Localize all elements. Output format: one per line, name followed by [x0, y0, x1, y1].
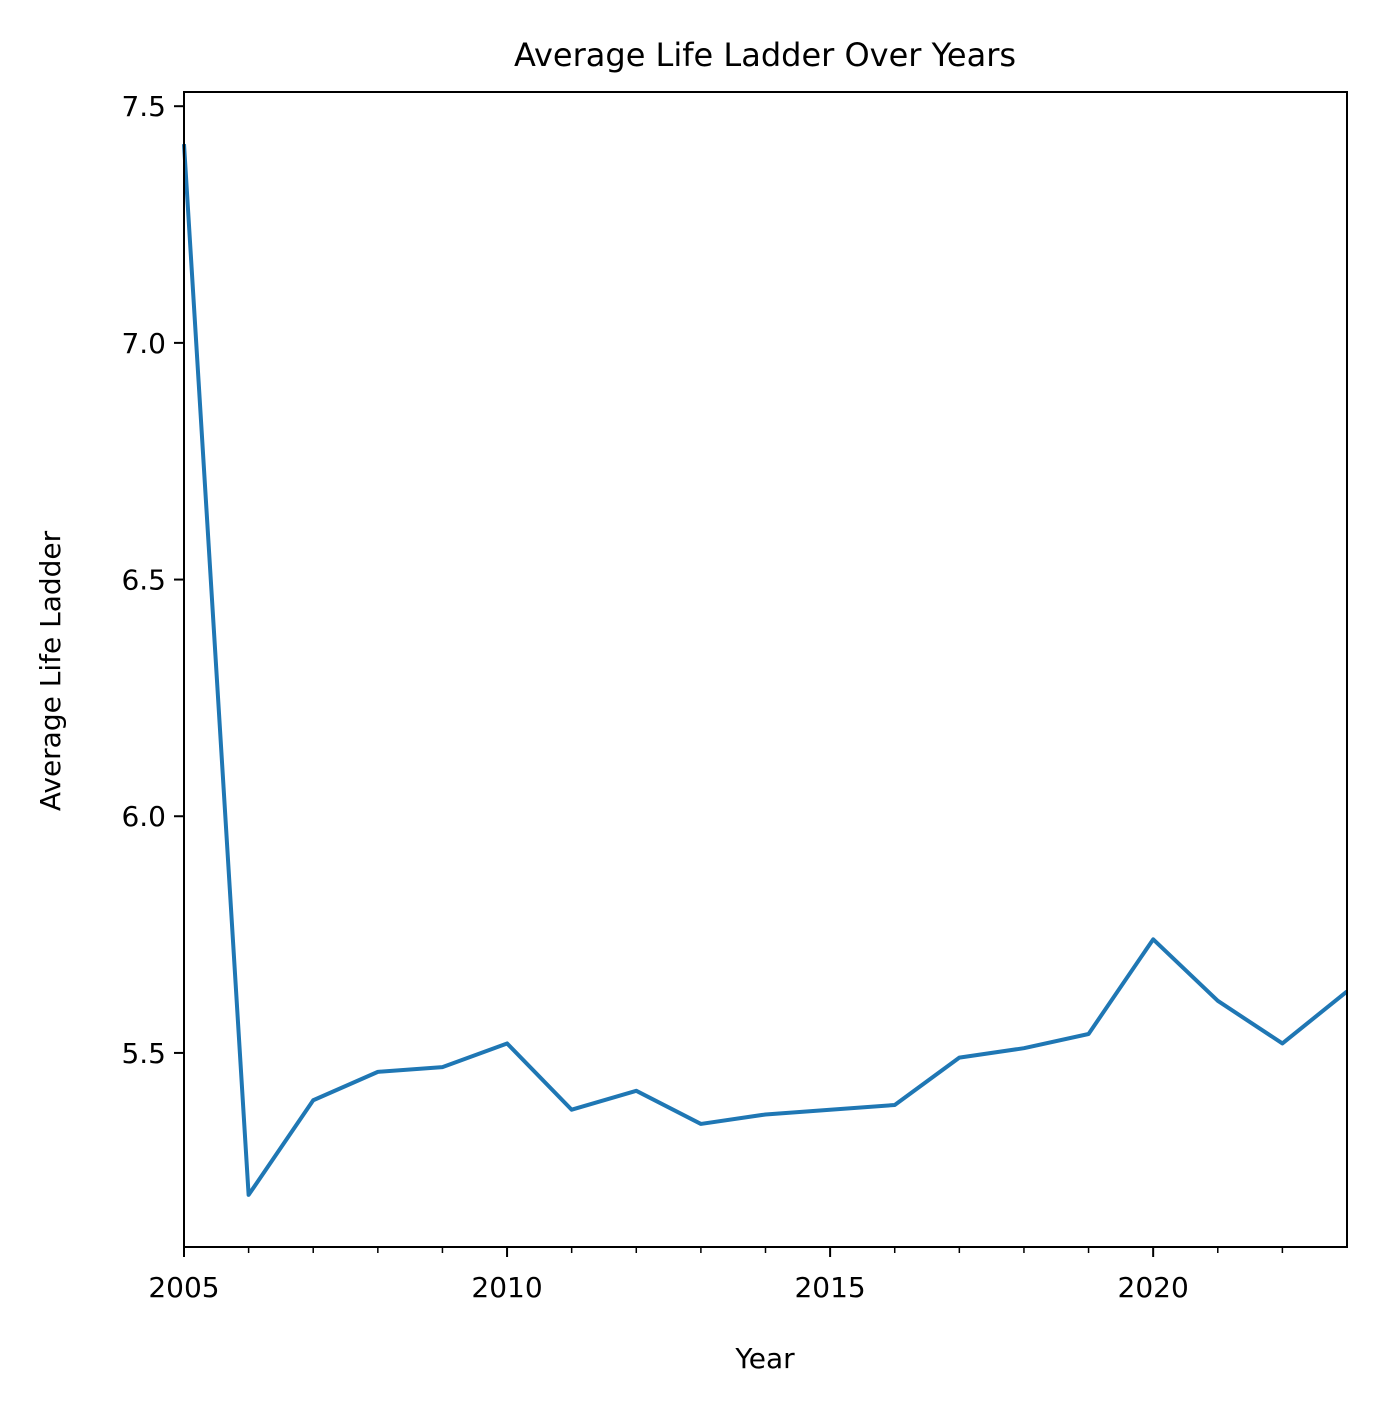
data-point — [376, 1070, 380, 1074]
data-point — [505, 1041, 509, 1045]
data-point — [1087, 1032, 1091, 1036]
data-point — [1216, 999, 1220, 1003]
data-point — [570, 1108, 574, 1112]
data-point — [247, 1193, 251, 1197]
y-axis: 5.5 6.0 6.5 7.0 7.5 — [121, 90, 184, 1070]
plot-area — [182, 91, 1349, 1248]
data-point — [957, 1056, 961, 1060]
y-tick-label: 7.5 — [121, 90, 166, 123]
data-point — [1280, 1041, 1284, 1045]
x-tick-label: 2020 — [1118, 1271, 1189, 1304]
y-tick-label: 6.5 — [121, 564, 166, 597]
y-tick-label: 6.0 — [121, 800, 166, 833]
plot-frame — [183, 91, 1348, 1248]
data-point — [634, 1089, 638, 1093]
chart-title: Average Life Ladder Over Years — [514, 36, 1016, 74]
x-tick-label: 2015 — [794, 1271, 865, 1304]
y-tick-label: 5.5 — [121, 1037, 166, 1070]
x-tick-label: 2005 — [148, 1271, 219, 1304]
data-point — [764, 1112, 768, 1116]
x-tick-label: 2010 — [471, 1271, 542, 1304]
data-point — [311, 1098, 315, 1102]
y-axis-label: Average Life Ladder — [34, 530, 67, 811]
series-line-0 — [182, 143, 1349, 1197]
data-point — [1151, 937, 1155, 941]
x-axis: 2005 2010 2015 2020 — [148, 1247, 1284, 1304]
y-tick-label: 7.0 — [121, 327, 166, 360]
data-point — [893, 1103, 897, 1107]
data-point — [828, 1108, 832, 1112]
data-point — [1022, 1046, 1026, 1050]
data-point — [440, 1065, 444, 1069]
x-axis-label: Year — [734, 1342, 795, 1375]
data-point — [699, 1122, 703, 1126]
